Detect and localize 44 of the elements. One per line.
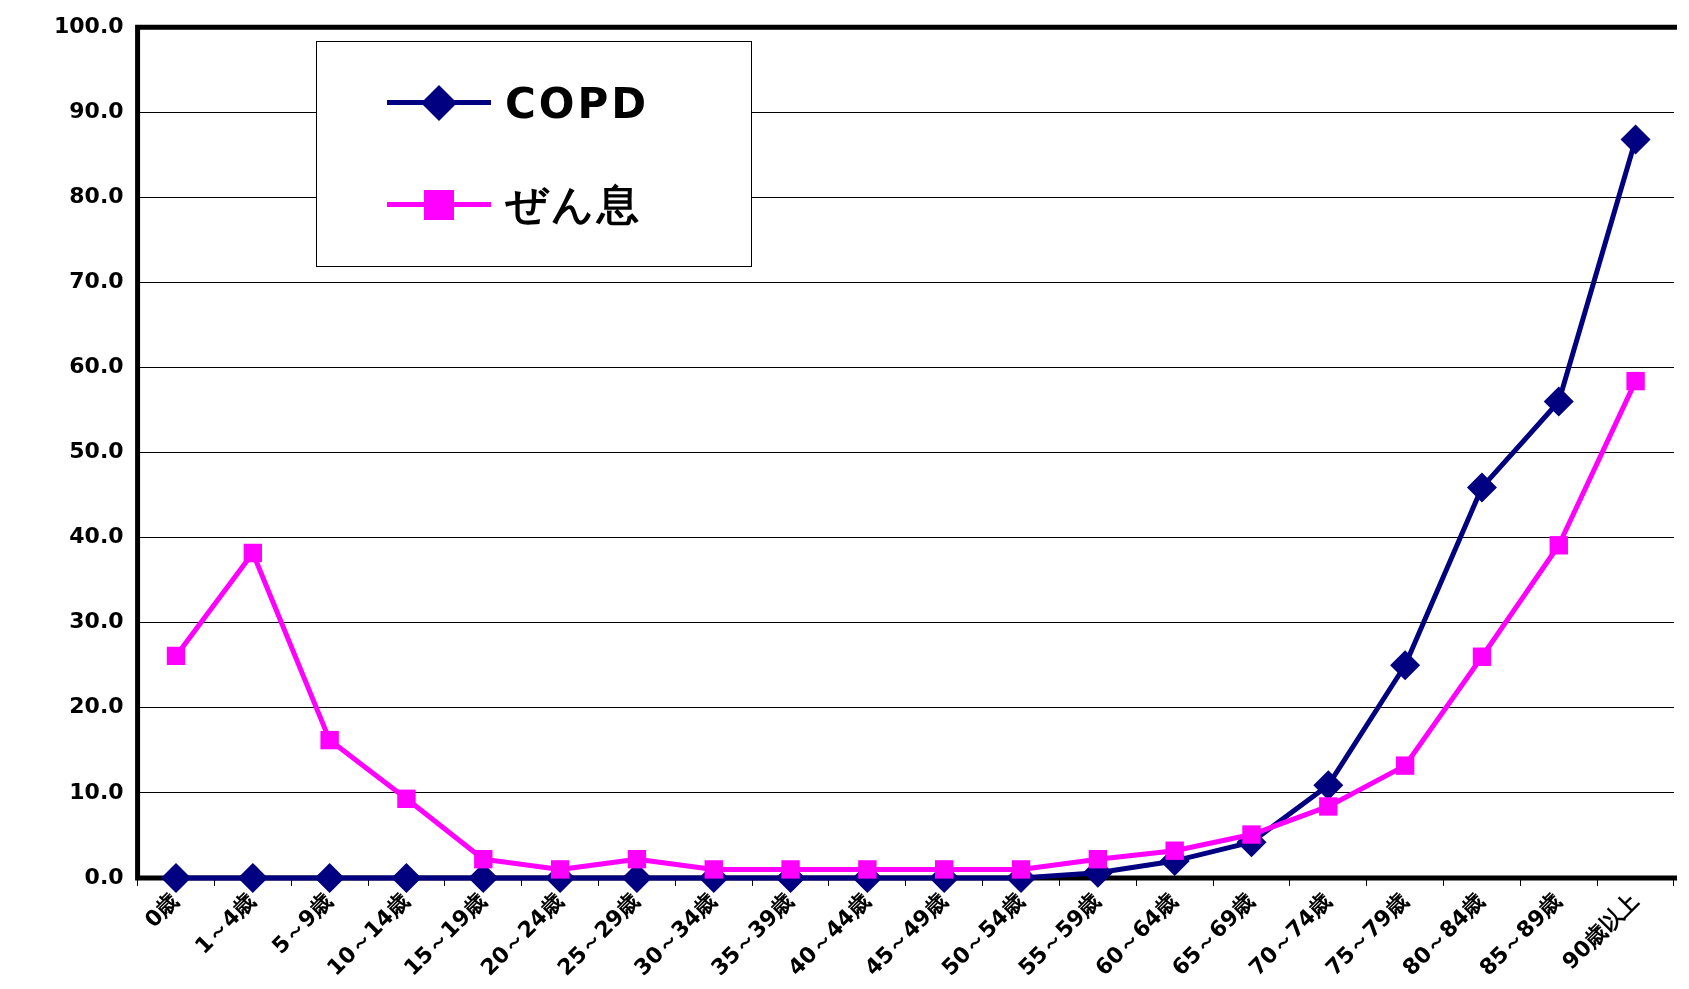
point — [1390, 650, 1421, 681]
point — [704, 860, 723, 879]
point — [1626, 371, 1645, 391]
point — [166, 646, 186, 666]
point — [314, 862, 345, 893]
point — [781, 860, 800, 879]
y-tick-label: 50.0 — [69, 438, 124, 464]
y-tick-label: 90.0 — [69, 97, 124, 123]
y-tick-label: 0.0 — [84, 863, 124, 889]
point — [627, 850, 647, 869]
point — [474, 850, 493, 869]
point — [1466, 472, 1497, 503]
legend-label: ぜん息 — [505, 179, 642, 231]
y-tick-label: 70.0 — [69, 268, 124, 294]
x-tick-label: 1～4歳 — [189, 888, 261, 959]
point — [935, 860, 954, 879]
point — [550, 860, 570, 879]
point — [397, 789, 416, 808]
y-tick-label: 30.0 — [69, 608, 124, 634]
point — [1543, 386, 1574, 417]
point — [161, 862, 191, 893]
legend-label: COPD — [505, 78, 650, 128]
point — [391, 862, 422, 893]
point — [237, 862, 268, 893]
point — [320, 730, 339, 750]
y-tick-label: 100.0 — [53, 12, 124, 38]
y-tick-label: 20.0 — [69, 693, 124, 719]
y-tick-label: 80.0 — [69, 183, 124, 209]
point — [1011, 860, 1031, 879]
point — [1319, 797, 1338, 816]
point — [1472, 647, 1492, 666]
point — [1395, 756, 1415, 775]
point — [1165, 841, 1184, 860]
point — [858, 860, 877, 879]
y-tick-label: 40.0 — [69, 523, 124, 549]
y-tick-label: 10.0 — [69, 778, 124, 804]
x-tick-label: 0歳 — [139, 888, 184, 933]
point — [243, 543, 263, 563]
point — [1620, 124, 1651, 155]
point — [1242, 825, 1261, 844]
y-tick-label: 60.0 — [69, 353, 124, 379]
x-tick-label: 5～9歳 — [266, 888, 338, 959]
point — [1088, 850, 1108, 869]
point — [1549, 536, 1568, 555]
